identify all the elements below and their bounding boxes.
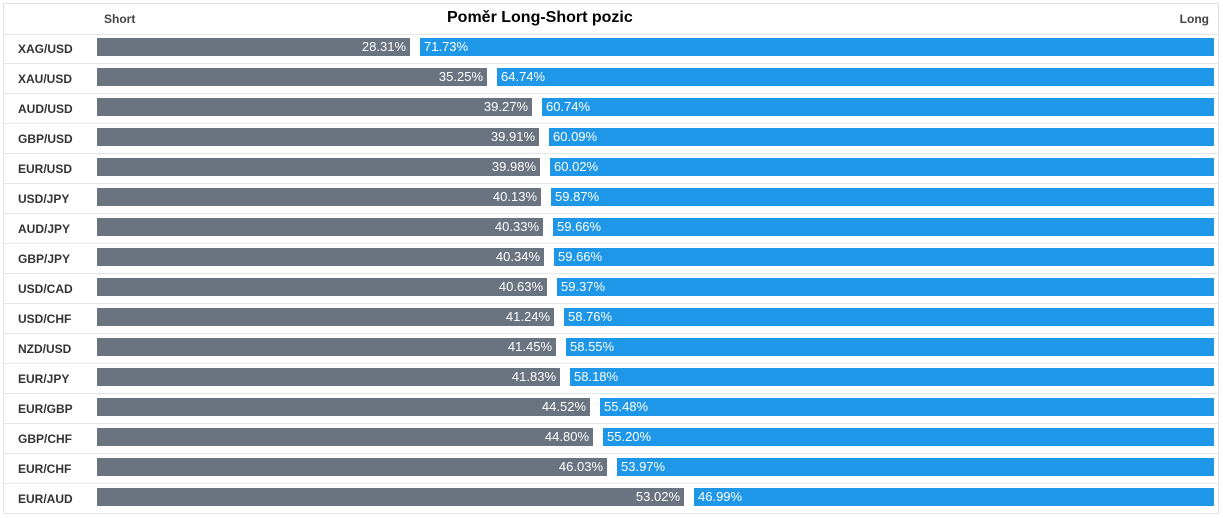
bar-row: USD/CHF 41.24% 58.76% xyxy=(4,304,1218,334)
bar-row: USD/JPY 40.13% 59.87% xyxy=(4,184,1218,214)
short-bar: 40.33% xyxy=(97,218,543,236)
bar-row: NZD/USD 41.45% 58.55% xyxy=(4,334,1218,364)
bar-row: USD/CAD 40.63% 59.37% xyxy=(4,274,1218,304)
bar-row: GBP/JPY 40.34% 59.66% xyxy=(4,244,1218,274)
bar-row: EUR/CHF 46.03% 53.97% xyxy=(4,454,1218,484)
pair-label: XAU/USD xyxy=(18,72,73,86)
short-bar: 41.24% xyxy=(97,308,554,326)
long-bar: 60.74% xyxy=(542,98,1214,116)
pair-label: EUR/CHF xyxy=(18,462,72,476)
long-header-label: Long xyxy=(1179,12,1209,26)
bar-row: AUD/JPY 40.33% 59.66% xyxy=(4,214,1218,244)
short-header-label: Short xyxy=(104,12,136,26)
pair-label: EUR/USD xyxy=(18,162,73,176)
short-bar: 39.98% xyxy=(97,158,540,176)
pair-label: GBP/USD xyxy=(18,132,73,146)
short-bar: 46.03% xyxy=(97,458,607,476)
long-bar: 59.66% xyxy=(554,248,1214,266)
long-bar: 59.87% xyxy=(551,188,1214,206)
short-bar: 39.27% xyxy=(97,98,532,116)
pair-label: AUD/USD xyxy=(18,102,73,116)
long-bar: 53.97% xyxy=(617,458,1214,476)
short-bar: 28.31% xyxy=(97,38,410,56)
bar-row: AUD/USD 39.27% 60.74% xyxy=(4,94,1218,124)
long-bar: 46.99% xyxy=(694,488,1214,506)
long-bar: 71.73% xyxy=(420,38,1214,56)
short-bar: 53.02% xyxy=(97,488,684,506)
bar-row: XAU/USD 35.25% 64.74% xyxy=(4,64,1218,94)
pair-label: USD/JPY xyxy=(18,192,70,206)
bar-row: GBP/CHF 44.80% 55.20% xyxy=(4,424,1218,454)
short-bar: 40.34% xyxy=(97,248,544,266)
long-bar: 55.20% xyxy=(603,428,1214,446)
long-bar: 60.02% xyxy=(550,158,1214,176)
long-bar: 60.09% xyxy=(549,128,1214,146)
short-bar: 35.25% xyxy=(97,68,487,86)
long-bar: 55.48% xyxy=(600,398,1214,416)
long-bar: 59.66% xyxy=(553,218,1214,236)
short-bar: 44.52% xyxy=(97,398,590,416)
long-bar: 58.18% xyxy=(570,368,1214,386)
pair-label: AUD/JPY xyxy=(18,222,71,236)
pair-label: EUR/AUD xyxy=(18,492,73,506)
short-bar: 44.80% xyxy=(97,428,593,446)
long-bar: 59.37% xyxy=(557,278,1214,296)
long-bar: 58.76% xyxy=(564,308,1214,326)
short-bar: 39.91% xyxy=(97,128,539,146)
bar-row: EUR/GBP 44.52% 55.48% xyxy=(4,394,1218,424)
short-bar: 41.83% xyxy=(97,368,560,386)
pair-label: NZD/USD xyxy=(18,342,72,356)
pair-label: GBP/JPY xyxy=(18,252,71,266)
long-bar: 64.74% xyxy=(497,68,1214,86)
short-bar: 41.45% xyxy=(97,338,556,356)
pair-label: USD/CHF xyxy=(18,312,72,326)
chart-title: Poměr Long-Short pozic xyxy=(447,9,633,26)
pair-label: USD/CAD xyxy=(18,282,73,296)
short-bar: 40.13% xyxy=(97,188,541,206)
pair-label: EUR/JPY xyxy=(18,372,70,386)
bar-row: EUR/USD 39.98% 60.02% xyxy=(4,154,1218,184)
bar-row: EUR/JPY 41.83% 58.18% xyxy=(4,364,1218,394)
bar-row: GBP/USD 39.91% 60.09% xyxy=(4,124,1218,154)
long-short-ratio-widget: Short Poměr Long-Short pozic Long XAG/US… xyxy=(3,3,1219,514)
long-bar: 58.55% xyxy=(566,338,1214,356)
short-bar: 40.63% xyxy=(97,278,547,296)
bar-row: EUR/AUD 53.02% 46.99% xyxy=(4,484,1218,514)
pair-label: GBP/CHF xyxy=(18,432,72,446)
pair-label: XAG/USD xyxy=(18,42,73,56)
pair-label: EUR/GBP xyxy=(18,402,73,416)
chart-header: Short Poměr Long-Short pozic Long xyxy=(4,4,1218,35)
bar-row: XAG/USD 28.31% 71.73% xyxy=(4,34,1218,64)
